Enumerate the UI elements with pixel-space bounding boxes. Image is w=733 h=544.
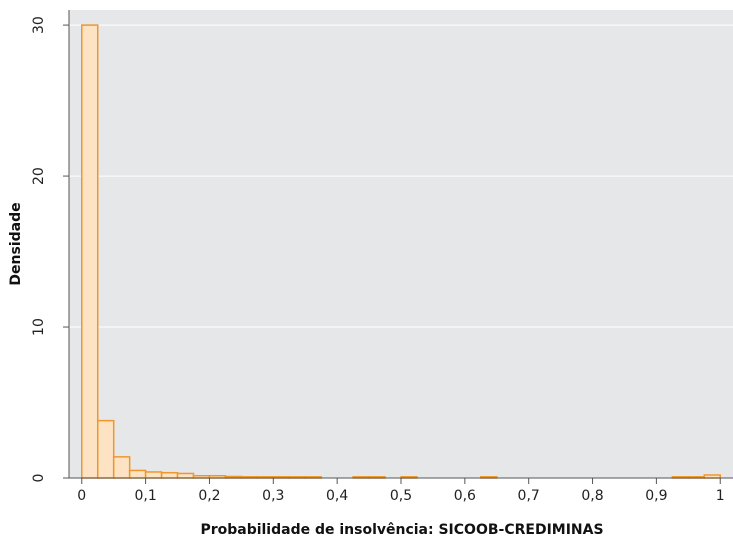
x-axis-title: Probabilidade de insolvência: SICOOB-CRE… [200, 522, 603, 538]
histogram-bar [160, 471, 179, 479]
x-tick-label: 0 [77, 488, 86, 504]
histogram-bar [176, 472, 195, 479]
x-tick-label: 0,7 [518, 488, 540, 504]
x-tick-label: 0,2 [198, 488, 220, 504]
x-tick-label: 0,5 [390, 488, 412, 504]
x-tick-label: 0,4 [326, 488, 348, 504]
x-tick-label: 0,3 [262, 488, 284, 504]
y-axis-title: Densidade [8, 202, 24, 285]
histogram-bars [81, 24, 721, 479]
histogram-bar [81, 24, 99, 479]
y-tick-label: 10 [31, 318, 47, 336]
y-tick-label: 30 [31, 16, 47, 34]
x-tick-label: 0,9 [645, 488, 667, 504]
x-tick-label: 0,1 [134, 488, 156, 504]
y-tick-label: 0 [31, 474, 47, 483]
histogram-bar [112, 456, 131, 479]
plot-background [69, 10, 733, 478]
histogram-bar [96, 419, 115, 479]
x-tick-label: 1 [716, 488, 725, 504]
x-tick-label: 0,6 [454, 488, 476, 504]
y-gridlines [69, 24, 733, 328]
histogram-bar [128, 469, 147, 479]
y-tick-label: 20 [31, 167, 47, 185]
axes [63, 10, 733, 484]
histogram-bar [144, 471, 163, 479]
x-tick-label: 0,8 [581, 488, 603, 504]
